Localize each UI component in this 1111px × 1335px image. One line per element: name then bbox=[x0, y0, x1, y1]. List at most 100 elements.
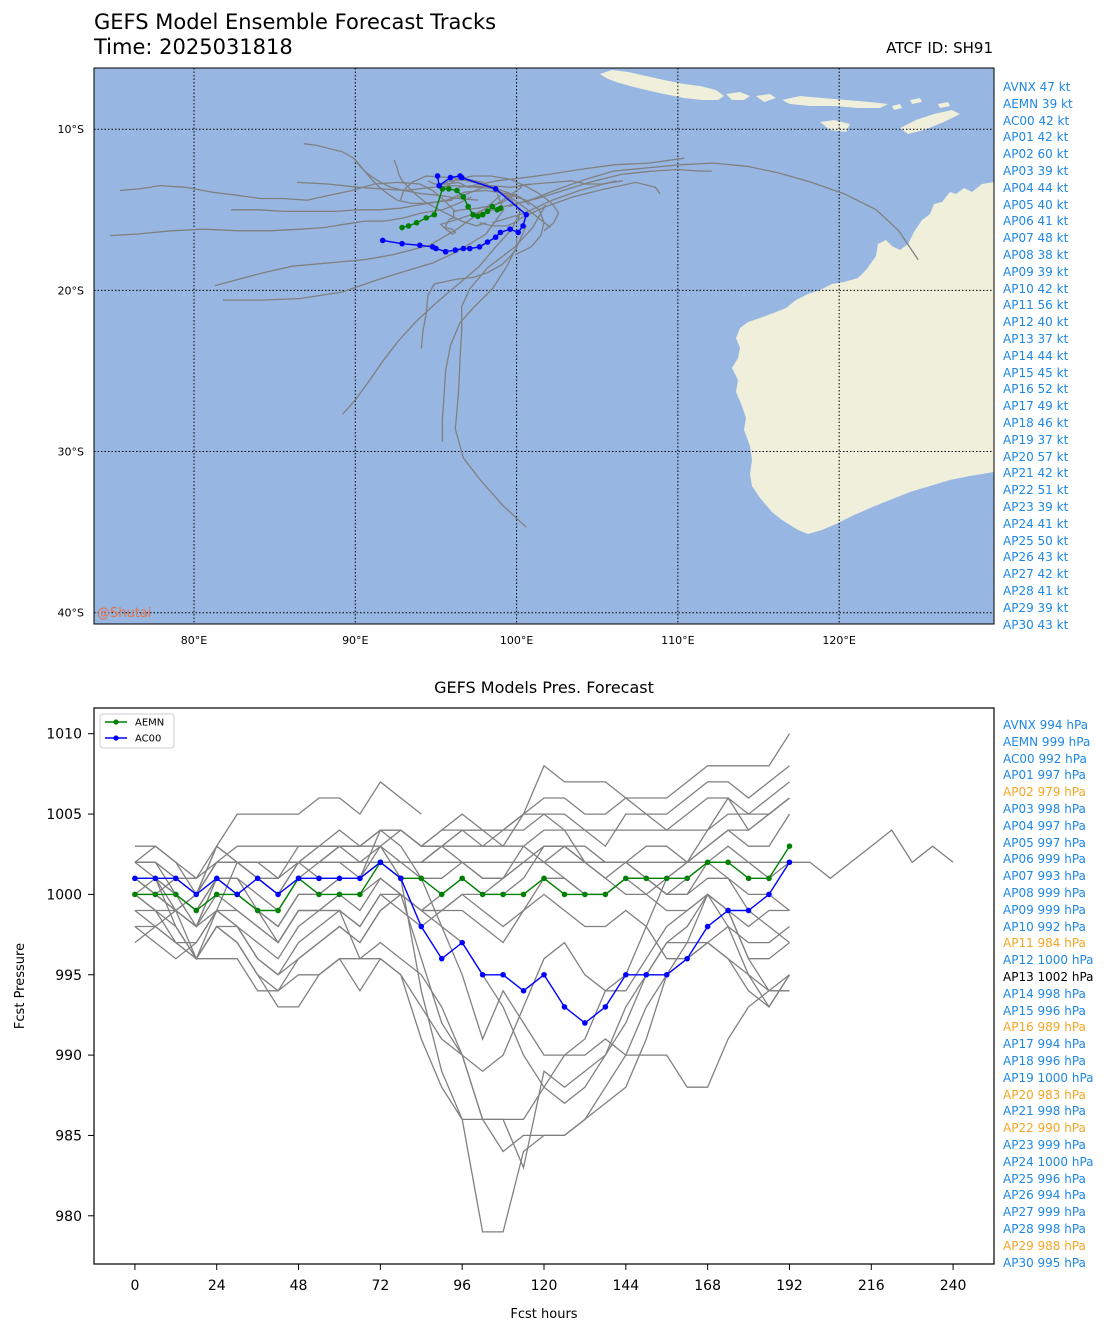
pressure-point bbox=[254, 875, 261, 882]
track-point bbox=[379, 237, 386, 244]
intensity-item: AP15 45 kt bbox=[1003, 365, 1069, 380]
track-point bbox=[520, 223, 526, 229]
pressure-point bbox=[704, 859, 711, 866]
intensity-item: AP30 43 kt bbox=[1003, 617, 1069, 632]
pressure-item: AP03 998 hPa bbox=[1003, 801, 1086, 816]
pressure-point bbox=[152, 875, 159, 882]
pressure-chart-title: GEFS Models Pres. Forecast bbox=[434, 678, 654, 697]
pressure-point bbox=[418, 875, 425, 882]
legend-marker bbox=[113, 735, 119, 741]
pressure-point bbox=[500, 891, 506, 898]
track-ap-h bbox=[393, 159, 487, 227]
intensity-item: AP17 49 kt bbox=[1003, 399, 1069, 414]
intensity-item: AP13 37 kt bbox=[1003, 331, 1069, 346]
lon-tick-label: 80°E bbox=[181, 634, 207, 647]
y-tick-label: 980 bbox=[55, 1209, 82, 1225]
pressure-point bbox=[213, 875, 220, 882]
track-point bbox=[479, 211, 486, 218]
intensity-list: AVNX 47 kt AEMN 39 kt AC00 42 kt AP01 42 kt… bbox=[1003, 79, 1073, 633]
track-point bbox=[497, 229, 504, 236]
track-ap-n bbox=[508, 162, 919, 261]
pressure-point bbox=[643, 875, 650, 882]
pressure-item: AVNX 994 hPa bbox=[1003, 718, 1089, 732]
pressure-point bbox=[275, 891, 281, 898]
pressure-plot-area bbox=[94, 708, 994, 1264]
pressure-item: AP17 994 hPa bbox=[1003, 1037, 1086, 1052]
pressure-point bbox=[541, 971, 547, 978]
pressure-point bbox=[459, 875, 465, 882]
track-point bbox=[489, 203, 496, 210]
x-tick-label: 48 bbox=[290, 1278, 308, 1294]
track-ap-k bbox=[441, 225, 527, 442]
pressure-point bbox=[336, 891, 343, 898]
land-australia bbox=[732, 182, 994, 534]
x-tick-label: 144 bbox=[612, 1278, 639, 1294]
pressure-point bbox=[479, 971, 486, 978]
x-tick-label: 120 bbox=[531, 1278, 558, 1294]
pressure-point bbox=[745, 907, 752, 914]
track-point bbox=[484, 208, 491, 215]
track-ap-g bbox=[354, 159, 488, 205]
pressure-item: AP28 998 hPa bbox=[1003, 1221, 1086, 1236]
y-tick-label: 1005 bbox=[46, 807, 82, 823]
track-point bbox=[465, 203, 471, 210]
pressure-point bbox=[193, 907, 200, 914]
pressure-point bbox=[786, 843, 793, 849]
x-tick-label: 96 bbox=[453, 1278, 471, 1294]
lon-tick-label: 100°E bbox=[500, 634, 533, 647]
pressure-item: AP29 988 hPa bbox=[1003, 1238, 1086, 1253]
pressure-item: AP08 999 hPa bbox=[1003, 885, 1086, 900]
track-point bbox=[460, 194, 467, 200]
pressure-point bbox=[234, 891, 240, 898]
pressure-item: AP22 990 hPa bbox=[1003, 1121, 1086, 1136]
pressure-point bbox=[561, 1004, 568, 1010]
pressure-item: AP05 997 hPa bbox=[1003, 835, 1086, 850]
y-tick-label: 995 bbox=[55, 968, 82, 984]
track-ap-p bbox=[517, 181, 661, 221]
y-tick-label: 1000 bbox=[46, 887, 82, 903]
pressure-line-ap-20 bbox=[134, 780, 422, 912]
time-label: Time: 2025031818 bbox=[94, 35, 293, 59]
x-tick-label: 0 bbox=[130, 1278, 139, 1294]
pressure-point bbox=[173, 891, 179, 898]
intensity-item: AP01 42 kt bbox=[1003, 130, 1069, 145]
pressure-point bbox=[663, 875, 670, 882]
pressure-point bbox=[684, 875, 690, 882]
pressure-legend: AEMN AC00 bbox=[99, 713, 175, 749]
lon-tick-label: 90°E bbox=[342, 634, 368, 647]
land-bali-lombok bbox=[726, 92, 776, 102]
watermark: @Shutai bbox=[97, 606, 151, 621]
intensity-item: AP08 38 kt bbox=[1003, 247, 1069, 262]
pressure-point bbox=[766, 875, 772, 882]
track-point bbox=[460, 245, 467, 252]
pressure-item: AP19 1000 hPa bbox=[1003, 1070, 1094, 1085]
pressure-point bbox=[602, 891, 609, 898]
pressure-point bbox=[213, 891, 220, 898]
legend-label: AC00 bbox=[135, 734, 161, 745]
legend-label: AEMN bbox=[135, 718, 164, 729]
land-masses bbox=[600, 70, 994, 534]
lat-tick-label: 30°S bbox=[58, 446, 84, 459]
pressure-line-ap-13 bbox=[134, 781, 790, 896]
pressure-item: AP04 997 hPa bbox=[1003, 818, 1086, 833]
intensity-item: AP06 41 kt bbox=[1003, 214, 1069, 229]
intensity-item: AP02 60 kt bbox=[1003, 147, 1069, 162]
pressure-point bbox=[766, 891, 772, 898]
legend-marker bbox=[113, 719, 119, 725]
intensity-item: AP28 41 kt bbox=[1003, 583, 1069, 598]
track-ap-l bbox=[454, 204, 547, 528]
pressure-item: AP01 997 hPa bbox=[1003, 768, 1086, 783]
pressure-point bbox=[582, 891, 588, 898]
pressure-line-ap-18 bbox=[134, 797, 790, 896]
pressure-item: AP15 996 hPa bbox=[1003, 1003, 1086, 1018]
track-ap-f bbox=[110, 196, 472, 237]
map-title: GEFS Model Ensemble Forecast Tracks bbox=[94, 10, 497, 34]
pressure-item: AP06 999 hPa bbox=[1003, 852, 1086, 867]
land-timor bbox=[900, 110, 960, 134]
land-small-islands bbox=[892, 98, 950, 110]
intensity-item: AP04 44 kt bbox=[1003, 180, 1069, 195]
pressure-item: AP10 992 hPa bbox=[1003, 919, 1086, 934]
track-point bbox=[470, 211, 476, 218]
pressure-point bbox=[643, 971, 650, 978]
track-point bbox=[492, 186, 499, 192]
